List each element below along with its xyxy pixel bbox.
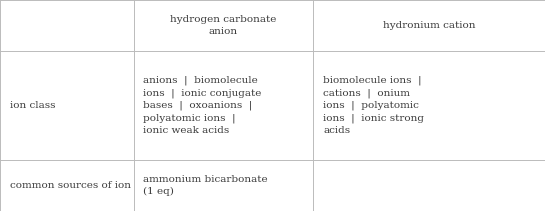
Text: anions  |  biomolecule
ions  |  ionic conjugate
bases  |  oxoanions  |
polyatomi: anions | biomolecule ions | ionic conjug… bbox=[143, 76, 262, 135]
Text: hydrogen carbonate
anion: hydrogen carbonate anion bbox=[170, 15, 277, 36]
Text: ammonium bicarbonate
(1 eq): ammonium bicarbonate (1 eq) bbox=[143, 175, 268, 196]
Text: hydronium cation: hydronium cation bbox=[383, 21, 475, 30]
Text: ion class: ion class bbox=[10, 101, 55, 110]
Text: common sources of ion: common sources of ion bbox=[10, 181, 131, 190]
Text: biomolecule ions  |
cations  |  onium
ions  |  polyatomic
ions  |  ionic strong
: biomolecule ions | cations | onium ions … bbox=[323, 76, 424, 135]
